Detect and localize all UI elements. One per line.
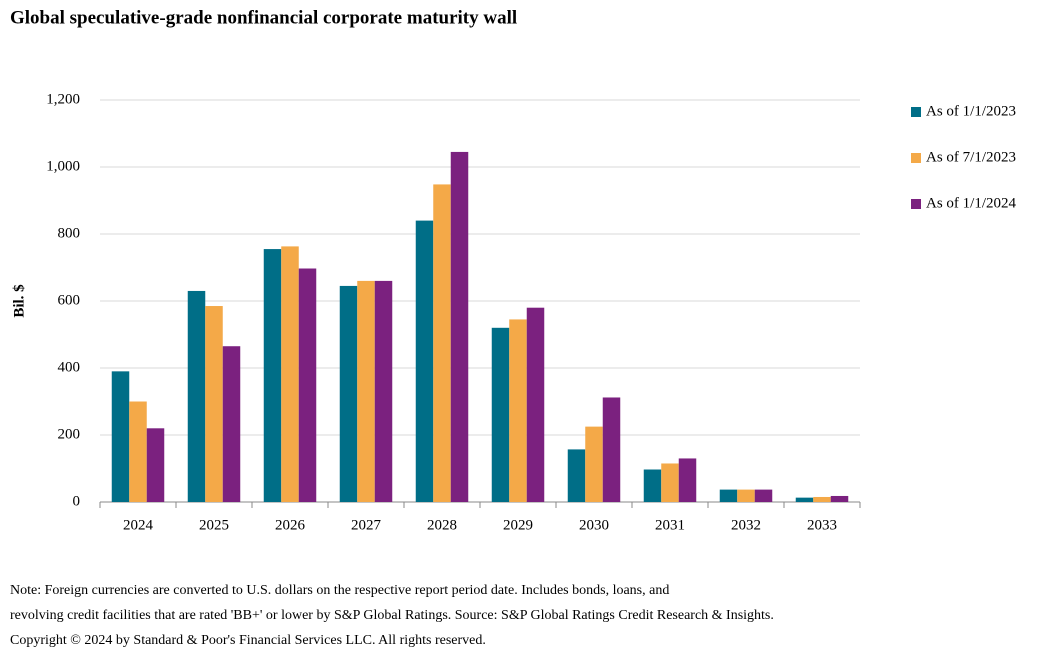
bar [526,307,545,502]
bar [509,319,527,502]
bar [450,151,469,503]
bar [263,249,282,502]
x-tick-label: 2025 [199,517,229,533]
bar [643,469,662,502]
x-tick-label: 2024 [123,517,154,533]
bar [795,497,814,502]
y-tick-label: 200 [58,426,81,442]
y-tick-label: 1,000 [46,158,80,174]
bar [374,280,393,502]
bar [661,463,679,502]
x-tick-label: 2029 [503,517,533,533]
bar [830,495,849,502]
x-tick-label: 2030 [579,517,609,533]
bar [222,346,241,502]
y-tick-label: 1,200 [46,91,80,107]
x-tick-label: 2028 [427,517,457,533]
y-tick-label: 0 [73,493,81,509]
x-tick-label: 2032 [731,517,761,533]
bar [357,280,375,502]
bar [205,306,223,502]
legend-label: As of 7/1/2023 [926,149,1016,165]
x-tick-label: 2033 [807,517,837,533]
legend-swatch [911,107,921,117]
bar [719,489,738,502]
bar [567,449,586,502]
chart-title: Global speculative-grade nonfinancial co… [10,7,517,28]
footnote: Note: Foreign currencies are converted t… [10,583,669,598]
bar [187,290,206,502]
y-tick-label: 400 [58,359,81,375]
legend-swatch [911,153,921,163]
bar [754,489,773,502]
bar [281,246,299,502]
x-tick-label: 2031 [655,517,685,533]
footnote: Copyright © 2024 by Standard & Poor's Fi… [10,633,486,648]
legend-label: As of 1/1/2023 [926,103,1016,119]
bar [146,428,165,502]
bar [298,268,317,502]
y-tick-label: 600 [58,292,81,308]
bar [339,285,358,502]
bar [111,371,130,502]
bar [433,184,451,503]
bar [678,458,697,502]
bar [491,327,510,502]
footnote: revolving credit facilities that are rat… [10,608,774,623]
legend-swatch [911,199,921,209]
bar [813,496,831,502]
y-tick-label: 800 [58,225,81,241]
bar [737,489,755,502]
x-tick-label: 2027 [351,517,382,533]
y-axis-label: Bil. $ [11,284,27,318]
bar [129,401,147,502]
bar [602,397,621,502]
bar [585,426,603,502]
legend-label: As of 1/1/2024 [926,195,1017,211]
bar [415,220,434,502]
x-tick-label: 2026 [275,517,306,533]
